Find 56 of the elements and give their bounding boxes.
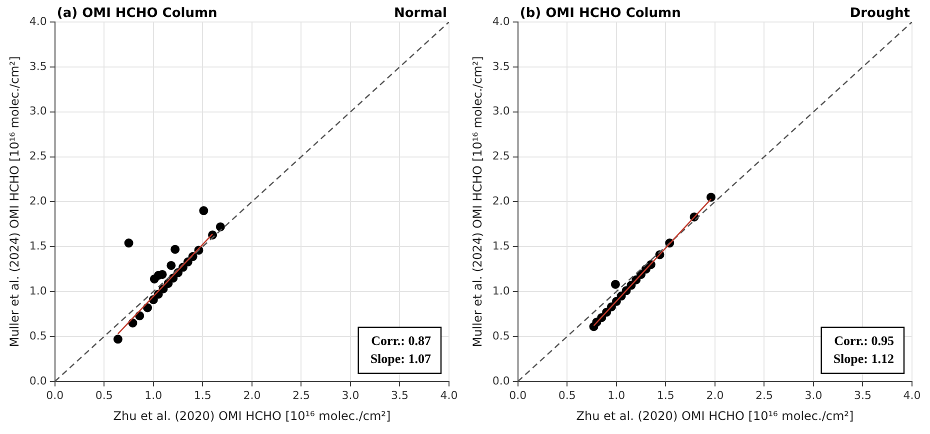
y-tick-label: 3.0 <box>492 104 510 118</box>
y-tick-label: 2.0 <box>492 194 510 208</box>
y-tick-label: 4.0 <box>29 14 47 28</box>
point <box>124 238 134 248</box>
point <box>170 244 180 254</box>
y-tick-label: 1.5 <box>29 239 47 252</box>
x-tick-label: 1.5 <box>656 388 674 402</box>
x-tick-label: 0.0 <box>46 388 64 402</box>
x-tick-label: 0.5 <box>558 388 576 402</box>
y-tick-label: 3.5 <box>492 60 510 73</box>
x-tick-label: 1.0 <box>608 388 626 402</box>
x-tick-label: 1.5 <box>194 388 212 402</box>
point <box>216 222 225 232</box>
annotation: Corr.: 0.87 <box>371 332 432 348</box>
chart-subtitle: Normal <box>394 6 447 21</box>
x-axis-title: Zhu et al. (2020) OMI HCHO [10¹⁶ molec./cm²] <box>113 408 391 423</box>
x-tick-label: 2.0 <box>243 388 261 402</box>
x-tick-label: 2.5 <box>292 388 310 402</box>
point <box>113 334 122 344</box>
x-tick-label: 3.5 <box>854 388 872 402</box>
x-tick-label: 2.0 <box>706 388 724 402</box>
y-tick-label: 4.0 <box>492 14 510 28</box>
point <box>199 206 208 216</box>
y-axis-title: Muller et al. (2024) OMI HCHO [10¹⁶ molec./cm²] <box>7 56 22 348</box>
x-tick-label: 3.0 <box>342 388 360 402</box>
y-tick-label: 2.5 <box>492 150 510 163</box>
y-tick-label: 1.5 <box>492 239 510 252</box>
x-tick-label: 1.0 <box>144 388 162 402</box>
chart-title: (b) OMI HCHO Column <box>520 6 681 21</box>
y-tick-label: 1.0 <box>29 284 47 298</box>
y-tick-label: 2.0 <box>29 194 47 208</box>
x-tick-label: 3.0 <box>804 388 822 402</box>
y-tick-label: 1.0 <box>492 284 510 298</box>
y-tick-label: 0.0 <box>29 374 47 388</box>
y-tick-label: 2.5 <box>29 150 47 163</box>
annotation: Corr.: 0.95 <box>834 332 894 348</box>
x-tick-label: 0.0 <box>509 388 527 402</box>
y-tick-label: 0.5 <box>29 329 47 342</box>
x-tick-label: 4.0 <box>440 388 458 402</box>
chart-subtitle: Drought <box>850 6 910 21</box>
y-tick-label: 0.0 <box>492 374 510 388</box>
y-tick-label: 3.5 <box>29 60 47 73</box>
x-tick-label: 4.0 <box>903 388 921 402</box>
annotation: Slope: 1.07 <box>370 350 432 366</box>
y-tick-label: 0.5 <box>492 329 510 342</box>
y-tick-label: 3.0 <box>29 104 47 118</box>
point <box>610 280 620 289</box>
point <box>706 192 716 202</box>
x-axis-title: Zhu et al. (2020) OMI HCHO [10¹⁶ molec./cm²] <box>576 408 854 423</box>
x-tick-label: 0.5 <box>95 388 113 402</box>
annotation: Slope: 1.12 <box>833 350 894 366</box>
chart-title: (a) OMI HCHO Column <box>56 6 218 21</box>
x-tick-label: 2.5 <box>755 388 773 402</box>
point <box>166 260 176 270</box>
x-tick-label: 3.5 <box>390 388 408 402</box>
y-axis-title: Muller et al. (2024) OMI HCHO [10¹⁶ molec./cm²] <box>470 56 484 348</box>
